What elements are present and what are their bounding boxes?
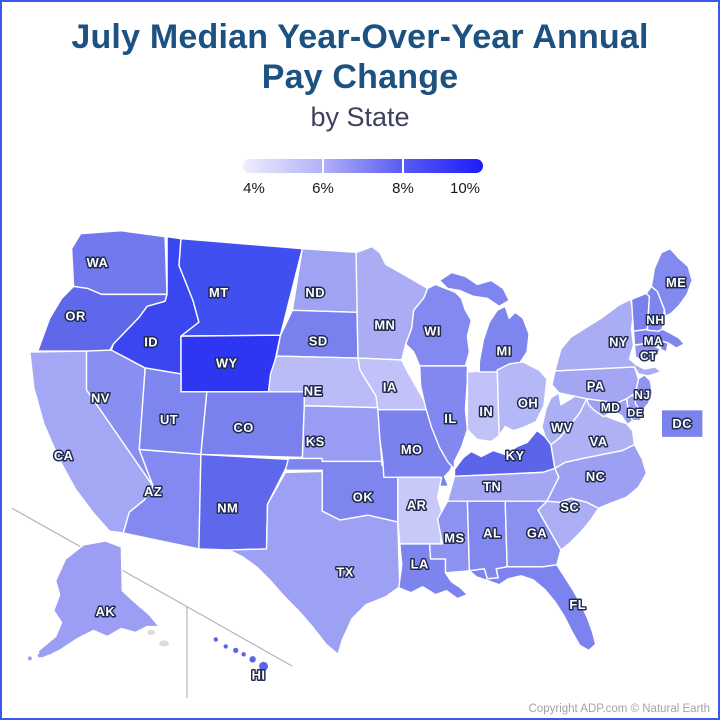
states-layer: [27, 230, 704, 671]
state-shape-DC: [660, 409, 704, 439]
state-label-ND: ND: [305, 285, 325, 300]
state-label-OH: OH: [518, 395, 538, 410]
state-island-HI: [249, 656, 256, 663]
state-island-HI: [223, 644, 228, 649]
state-island-AK: [37, 653, 42, 658]
state-label-NV: NV: [91, 390, 110, 405]
state-label-NJ: NJ: [634, 388, 650, 402]
state-label-WI: WI: [424, 324, 441, 339]
state-shape-NY: [554, 298, 663, 377]
state-label-NC: NC: [586, 469, 606, 484]
state-label-ME: ME: [666, 275, 686, 290]
legend-tick-10pct: 10%: [449, 180, 481, 197]
state-island-HI: [259, 661, 269, 671]
state-label-AK: AK: [96, 604, 116, 619]
state-label-OK: OK: [353, 490, 374, 505]
state-label-MN: MN: [374, 318, 395, 333]
state-label-KY: KY: [506, 448, 525, 463]
state-label-UT: UT: [160, 412, 178, 427]
alaska-gray-island: [159, 640, 170, 647]
state-island-AK: [27, 656, 32, 661]
state-shape-MT: [178, 237, 304, 337]
state-label-AR: AR: [407, 498, 427, 513]
state-label-GA: GA: [527, 526, 547, 541]
legend-tick-4pct: 4%: [243, 180, 265, 197]
state-island-HI: [233, 647, 239, 653]
state-shape-FL: [468, 564, 597, 652]
state-label-FL: FL: [569, 597, 586, 612]
state-label-TN: TN: [483, 479, 501, 494]
state-label-DC: DC: [672, 416, 692, 431]
state-label-TX: TX: [336, 564, 354, 579]
state-label-LA: LA: [411, 556, 429, 571]
state-shape-OH: [496, 361, 548, 437]
state-label-IN: IN: [479, 404, 493, 419]
state-label-MI: MI: [497, 344, 512, 359]
state-label-IL: IL: [444, 411, 456, 426]
state-label-NM: NM: [217, 501, 238, 516]
state-label-MO: MO: [401, 442, 423, 457]
state-label-AL: AL: [483, 526, 501, 541]
state-label-NH: NH: [646, 313, 664, 327]
alaska-gray-island: [147, 629, 156, 635]
inset-dividers: [11, 507, 293, 699]
state-island-HI: [241, 652, 246, 657]
state-shape-AK: [37, 540, 160, 660]
state-label-CT: CT: [640, 349, 657, 363]
legend-separator-8pct: [402, 159, 404, 173]
state-shape-PA: [551, 366, 640, 404]
state-shape-WI: [405, 283, 473, 367]
state-label-KS: KS: [306, 434, 325, 449]
state-shape-ND: [291, 247, 361, 313]
legend-separator-6pct: [322, 159, 324, 173]
attribution-text: Copyright ADP.com © Natural Earth: [528, 703, 710, 715]
state-label-NY: NY: [609, 335, 628, 350]
state-labels-layer: WA OR CA NV ID MT WY UT CO AZ NM ND SD NE KS OK TX MN IA MO…: [52, 254, 693, 685]
state-label-PA: PA: [587, 378, 605, 393]
state-label-MA: MA: [644, 334, 664, 348]
legend-tick-8pct: 8%: [392, 180, 414, 197]
legend-gradient-bar: [243, 159, 483, 173]
state-label-WA: WA: [87, 255, 109, 270]
state-label-CO: CO: [233, 420, 253, 435]
state-label-SC: SC: [560, 500, 579, 515]
state-label-AZ: AZ: [144, 484, 162, 499]
state-shape-DE: [625, 394, 643, 422]
state-label-MD: MD: [601, 401, 621, 415]
state-label-ID: ID: [144, 335, 158, 350]
state-label-HI: HI: [252, 668, 266, 683]
state-shape-TX: [228, 470, 401, 656]
state-island-AK: [47, 650, 52, 655]
state-label-DE: DE: [627, 408, 643, 420]
chart-title-line1: July Median Year-Over-Year Annual: [71, 18, 649, 56]
state-label-VA: VA: [590, 434, 608, 449]
legend-tick-6pct: 6%: [312, 180, 334, 197]
state-island-HI: [213, 637, 218, 642]
state-label-WY: WY: [216, 355, 238, 370]
state-label-WV: WV: [551, 420, 573, 435]
chart-title-line2: Pay Change: [261, 58, 459, 96]
state-label-MS: MS: [444, 531, 464, 546]
state-label-SD: SD: [309, 334, 328, 349]
chart-subtitle: by State: [310, 102, 410, 132]
state-label-MT: MT: [209, 285, 229, 300]
state-label-OR: OR: [65, 309, 86, 324]
state-label-CA: CA: [54, 448, 74, 463]
state-shape-NJ: [634, 374, 654, 413]
state-shape-ME: [650, 247, 693, 317]
state-label-IA: IA: [383, 379, 397, 394]
state-label-NE: NE: [304, 383, 323, 398]
